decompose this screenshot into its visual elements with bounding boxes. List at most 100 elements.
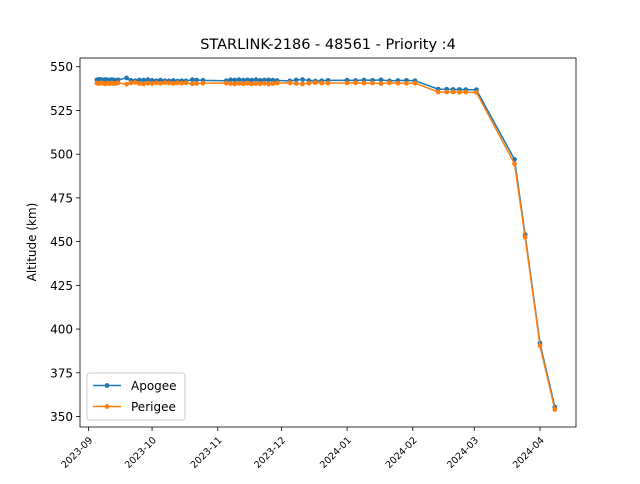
perigee-data-point (457, 89, 462, 95)
x-tick-label: 2024-02 (384, 435, 420, 471)
perigee-data-point (253, 81, 259, 86)
perigee-data-point (412, 80, 418, 86)
perigee-data-point (344, 80, 350, 86)
apogee-data-point (300, 77, 305, 82)
perigee-data-point (463, 89, 469, 95)
perigee-data-point (274, 80, 280, 86)
perigee-series-line (96, 81, 556, 410)
apogee-data-point (232, 77, 238, 83)
perigee-data-point (128, 80, 134, 86)
perigee-data-point (537, 343, 543, 349)
perigee-data-point (450, 89, 456, 95)
perigee-data-point (170, 80, 176, 86)
perigee-data-point (183, 80, 189, 86)
perigee-data-point (262, 80, 267, 86)
perigee-data-point (249, 81, 255, 87)
perigee-data-point (473, 90, 479, 95)
y-tick-label: 525 (50, 104, 73, 118)
perigee-data-point (266, 81, 272, 87)
apogee-data-point (253, 77, 259, 83)
apogee-data-point (245, 77, 250, 83)
apogee-data-point (257, 77, 263, 83)
perigee-data-point (153, 80, 159, 86)
apogee-data-point (141, 77, 146, 83)
apogee-data-point (236, 77, 242, 83)
perigee-data-point (245, 80, 250, 86)
y-tick-label: 425 (50, 279, 73, 293)
perigee-data-point (270, 81, 276, 86)
apogee-legend-marker (104, 383, 110, 388)
y-tick-label: 400 (50, 323, 73, 337)
perigee-data-point (200, 80, 206, 86)
perigee-data-point (378, 81, 384, 86)
perigee-data-point (522, 234, 528, 240)
perigee-data-point (132, 80, 138, 85)
perigee-data-point (300, 81, 305, 87)
y-tick-label: 550 (50, 60, 73, 74)
apogee-data-point (189, 77, 195, 83)
y-tick-label: 500 (50, 148, 73, 162)
apogee-data-point (240, 77, 246, 83)
perigee-data-point (395, 80, 401, 86)
y-tick-label: 375 (50, 366, 73, 380)
perigee-data-point (162, 80, 168, 86)
perigee-data-point (228, 81, 233, 86)
perigee-data-point (141, 81, 146, 87)
perigee-legend-label: Perigee (131, 400, 176, 414)
perigee-data-point (306, 80, 312, 86)
perigee-data-point (404, 80, 409, 86)
perigee-data-point (257, 81, 263, 87)
perigee-data-point (124, 81, 130, 87)
perigee-data-point (145, 80, 151, 86)
perigee-data-point (189, 81, 195, 87)
perigee-legend-marker (104, 404, 110, 409)
perigee-data-point (223, 80, 229, 86)
apogee-data-point (136, 77, 142, 83)
apogee-data-point (293, 77, 299, 83)
apogee-data-point (194, 77, 199, 83)
perigee-data-point (312, 80, 318, 86)
apogee-data-point (266, 77, 272, 83)
perigee-data-point (512, 161, 517, 167)
perigee-data-point (236, 80, 242, 86)
perigee-data-point (194, 81, 199, 86)
y-axis-label: Altitude (km) (25, 203, 39, 282)
axes-frame (79, 57, 577, 428)
chart-title: STARLINK-2186 - 48561 - Priority :4 (200, 37, 456, 53)
perigee-data-point (136, 81, 142, 86)
legend: Apogee Perigee (86, 372, 186, 421)
perigee-data-point (115, 80, 121, 86)
perigee-data-point (293, 81, 299, 86)
apogee-legend-label: Apogee (131, 379, 177, 393)
x-tick-label: 2023-09 (59, 435, 95, 471)
perigee-data-point (325, 80, 331, 86)
perigee-data-point (353, 80, 358, 86)
apogee-data-point (124, 75, 130, 81)
apogee-series-line (96, 77, 556, 408)
perigee-data-point (232, 81, 238, 87)
apogee-data-point (270, 77, 276, 83)
perigee-data-point (287, 80, 293, 86)
perigee-data-point (552, 407, 558, 412)
perigee-data-point (166, 80, 172, 86)
y-tick-label: 450 (50, 235, 73, 249)
y-tick-label: 350 (50, 410, 73, 424)
apogee-data-point (145, 77, 151, 83)
perigee-data-point (444, 89, 450, 95)
perigee-data-point (240, 81, 246, 87)
x-tick-label: 2023-10 (123, 435, 159, 471)
apogee-data-point (228, 77, 233, 83)
perigee-data-point (370, 80, 375, 86)
perigee-data-point (175, 80, 180, 86)
perigee-data-point (158, 80, 163, 86)
apogee-data-point (262, 77, 267, 83)
x-tick-label: 2023-11 (189, 435, 225, 471)
perigee-data-point (149, 81, 155, 86)
perigee-data-point (361, 80, 367, 86)
y-tick-label: 475 (50, 191, 73, 205)
perigee-data-point (319, 80, 325, 86)
perigee-data-point (435, 89, 441, 95)
apogee-data-point (378, 77, 384, 83)
